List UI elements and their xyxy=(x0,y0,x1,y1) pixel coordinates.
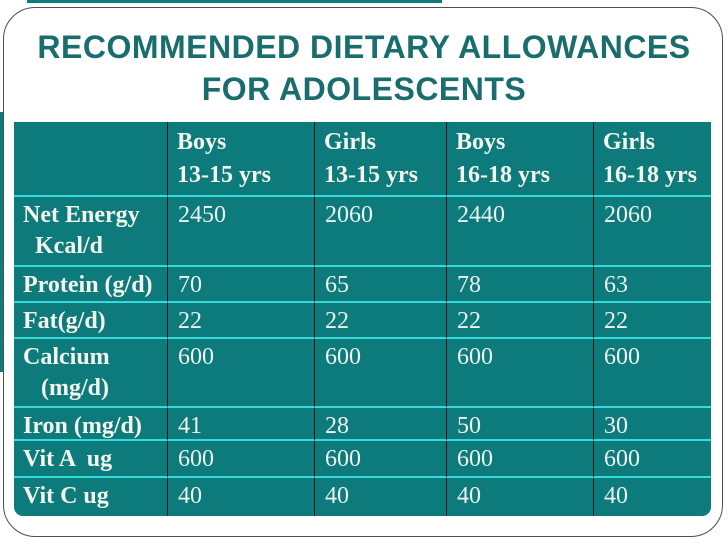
value-cell: 50 xyxy=(447,408,594,441)
value-cell: 40 xyxy=(447,478,594,516)
value-cell: 600 xyxy=(447,441,594,478)
row-label: Fat(g/d) xyxy=(14,303,168,339)
value-cell: 600 xyxy=(315,441,447,478)
slide-title: RECOMMENDED DIETARY ALLOWANCES FOR ADOLE… xyxy=(0,26,728,110)
row-label: Vit A ug xyxy=(14,441,168,478)
value-cell: 78 xyxy=(447,267,594,303)
row-label: Vit C ug xyxy=(14,478,168,516)
value-cell: 30 xyxy=(594,408,711,441)
value-cell: 40 xyxy=(604,483,628,509)
value-cell: 40 xyxy=(315,478,447,516)
value-cell: 65 xyxy=(315,267,447,303)
title-line-2: FOR ADOLESCENTS xyxy=(201,71,527,107)
edge-accent-top xyxy=(27,0,442,3)
value-cell: 22 xyxy=(594,303,711,339)
row-label: Protein (g/d) xyxy=(14,267,168,303)
value-cell: 600 xyxy=(594,339,711,408)
column-header: Girls 13-15 yrs xyxy=(315,122,447,197)
value-cell: 600 xyxy=(168,339,315,408)
value-cell: 2060 xyxy=(315,197,447,267)
value-cell: 70 xyxy=(168,267,315,303)
value-cell: 22 xyxy=(168,303,315,339)
value-cell: 22 xyxy=(315,303,447,339)
value-cell: 2440 xyxy=(447,197,594,267)
column-header: Girls 16-18 yrs xyxy=(594,122,711,197)
column-header: Boys 16-18 yrs xyxy=(447,122,594,197)
slide-frame-border xyxy=(3,7,723,537)
title-line-1: RECOMMENDED DIETARY ALLOWANCES xyxy=(37,29,691,65)
value-cell: 2450 xyxy=(168,197,315,267)
corner-header xyxy=(14,122,168,197)
value-cell: 600 xyxy=(447,339,594,408)
value-cell: 600 xyxy=(315,339,447,408)
row-label: Iron (mg/d) xyxy=(14,408,168,441)
edge-accent-left xyxy=(0,112,3,372)
value-cell: 22 xyxy=(447,303,594,339)
value-cell: 2060 xyxy=(594,197,711,267)
value-cell: 63 xyxy=(594,267,711,303)
value-cell: 600 xyxy=(168,441,315,478)
value-cell: 28 xyxy=(315,408,447,441)
row-label: Calcium (mg/d) xyxy=(14,339,168,408)
value-cell: 40 xyxy=(168,478,315,516)
rda-table: Boys 13-15 yrs Girls 13-15 yrs Boys 16-1… xyxy=(14,122,711,516)
row-label: Net Energy Kcal/d xyxy=(14,197,168,267)
column-header: Boys 13-15 yrs xyxy=(168,122,315,197)
value-cell: 600 xyxy=(594,441,711,478)
value-cell: 41 xyxy=(168,408,315,441)
